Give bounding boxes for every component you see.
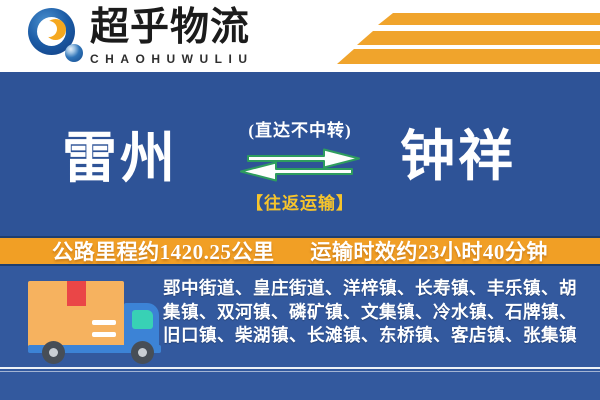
exchange-arrows-icon xyxy=(240,148,360,182)
truck-wheel-icon xyxy=(42,341,65,364)
truck-window xyxy=(132,310,153,329)
brand-name-cn: 超乎物流 xyxy=(90,6,251,49)
decor-stripe-icon xyxy=(337,49,600,64)
brand-block: 超乎物流 CHAOHUWULIU xyxy=(90,6,310,66)
logo-small-circle xyxy=(65,44,83,62)
decor-stripe-icon xyxy=(357,31,600,45)
truck-icon xyxy=(28,279,162,365)
company-logo-icon xyxy=(28,7,86,65)
brand-name-en: CHAOHUWULIU xyxy=(90,52,254,66)
duration-text: 运输时效约23小时40分钟 xyxy=(310,240,548,264)
ground-line xyxy=(0,367,600,369)
direct-route-label: (直达不中转) xyxy=(248,121,352,140)
truck-stripe xyxy=(92,320,116,325)
route-section: 雷州 (直达不中转) 【往返运输】 钟祥 xyxy=(0,72,600,236)
distance-text: 公路里程约1420.25公里 xyxy=(52,240,275,264)
origin-city-label: 雷州 xyxy=(61,128,178,189)
round-trip-label: 【往返运输】 xyxy=(246,194,354,213)
header: 超乎物流 CHAOHUWULIU xyxy=(0,0,600,72)
towns-coverage-text: 郢中街道、皇庄街道、洋梓镇、长寿镇、丰乐镇、胡集镇、双河镇、磷矿镇、文集镇、冷水… xyxy=(163,278,577,345)
truck-red-label xyxy=(67,281,86,306)
route-center-column: (直达不中转) 【往返运输】 xyxy=(220,116,380,214)
ground-line-secondary xyxy=(0,371,600,372)
metrics-band: 公路里程约1420.25公里 运输时效约23小时40分钟 xyxy=(0,236,600,266)
coverage-section: 郢中街道、皇庄街道、洋梓镇、长寿镇、丰乐镇、胡集镇、双河镇、磷矿镇、文集镇、冷水… xyxy=(0,266,600,400)
truck-stripe xyxy=(92,332,116,337)
truck-cab xyxy=(124,303,159,347)
truck-wheel-icon xyxy=(131,341,154,364)
logo-crescent-mask xyxy=(41,21,57,37)
truck-chassis xyxy=(28,345,161,353)
decor-stripe-icon xyxy=(378,13,600,25)
truck-wheel-hub xyxy=(138,348,147,357)
destination-city-label: 钟祥 xyxy=(399,126,516,187)
truck-wheel-hub xyxy=(49,348,58,357)
